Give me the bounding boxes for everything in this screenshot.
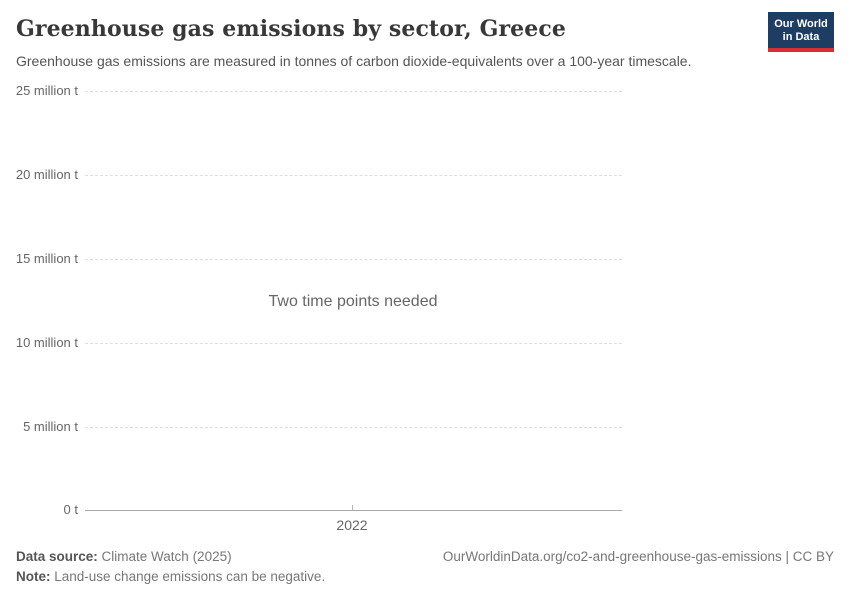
y-axis-tick-label: 10 million t: [15, 335, 78, 350]
owid-logo-line2: in Data: [782, 31, 820, 43]
y-axis-tick-label: 0 t: [63, 502, 78, 517]
page-title: Greenhouse gas emissions by sector, Gree…: [16, 16, 566, 42]
footer-note: Note: Land-use change emissions can be n…: [16, 568, 325, 585]
data-source-label: Data source:: [16, 549, 98, 564]
gridline: [85, 427, 622, 428]
footer-citation-link[interactable]: OurWorldinData.org/co2-and-greenhouse-ga…: [442, 549, 834, 564]
owid-logo-line1: Our World: [774, 18, 828, 30]
y-axis-tick-label: 25 million t: [15, 83, 78, 98]
owid-logo[interactable]: Our World in Data: [768, 12, 834, 52]
y-axis-tick-label: 20 million t: [15, 167, 78, 182]
gridline: [85, 259, 622, 260]
x-axis-tick-label: 2022: [336, 517, 368, 533]
data-source-value[interactable]: Climate Watch (2025): [101, 549, 232, 564]
gridline: [85, 175, 622, 176]
gridline: [85, 91, 622, 92]
note-label: Note:: [16, 569, 51, 584]
note-value: Land-use change emissions can be negativ…: [54, 569, 326, 584]
y-axis-tick-label: 5 million t: [23, 419, 78, 434]
x-axis-line: [85, 510, 622, 511]
gridline: [85, 343, 622, 344]
y-axis-tick-label: 15 million t: [15, 251, 78, 266]
x-axis-tick: [352, 505, 353, 511]
empty-state-message: Two time points needed: [268, 293, 438, 310]
page-subtitle: Greenhouse gas emissions are measured in…: [16, 53, 692, 69]
footer-data-source: Data source: Climate Watch (2025): [16, 548, 232, 565]
